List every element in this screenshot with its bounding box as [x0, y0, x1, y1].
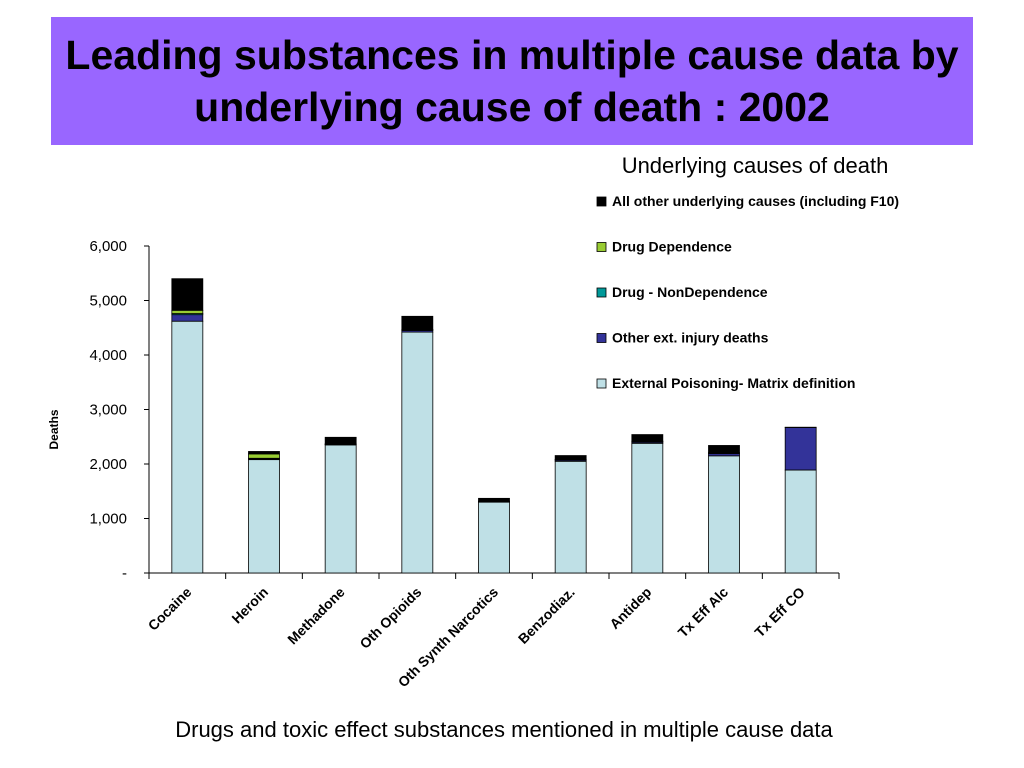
- bar-segment: [708, 455, 740, 574]
- bar-segment: [324, 436, 357, 445]
- bar-segment: [171, 314, 204, 322]
- y-tick-label: -: [122, 565, 127, 582]
- legend-entry: Drug - NonDependence: [612, 284, 768, 300]
- y-tick-label: 5,000: [89, 293, 127, 310]
- bar-segment: [324, 444, 357, 574]
- bar-segment: [171, 278, 204, 311]
- bar-segment: [784, 469, 817, 574]
- bar-segment: [171, 309, 204, 314]
- x-tick-label: Tx Eff CO: [751, 584, 807, 640]
- y-axis-title: Deaths: [47, 409, 61, 449]
- bar-segment: [478, 501, 510, 574]
- legend-entry: Other ext. injury deaths: [612, 330, 769, 346]
- slide-title: Leading substances in multiple cause dat…: [65, 32, 959, 130]
- y-tick-label: 2,000: [89, 456, 127, 473]
- legend-heading: Underlying causes of death: [621, 153, 889, 178]
- legend-entry: All other underlying causes (including F…: [612, 193, 899, 209]
- legend-swatch: [596, 333, 607, 343]
- bars: [171, 278, 817, 574]
- title-banner: Leading substances in multiple cause dat…: [51, 17, 973, 145]
- bar-segment: [248, 453, 280, 459]
- bar-segment: [171, 320, 204, 574]
- bar-segment: [248, 451, 280, 455]
- y-tick-label: 6,000: [89, 238, 127, 255]
- legend-entry: External Poisoning- Matrix definition: [612, 375, 855, 391]
- x-tick-label: Tx Eff Alc: [675, 584, 732, 641]
- bar-segment: [631, 442, 664, 574]
- x-tick-label: Cocaine: [145, 584, 195, 634]
- bar-segment: [708, 445, 740, 453]
- y-tick-label: 3,000: [89, 402, 127, 419]
- bar-segment: [478, 497, 510, 502]
- x-tick-label: Methadone: [284, 584, 348, 648]
- bar-segment: [631, 434, 664, 442]
- footer-caption: Drugs and toxic effect substances mentio…: [175, 717, 833, 742]
- legend-entry: Drug Dependence: [612, 239, 732, 255]
- bar-segment: [784, 427, 817, 471]
- x-tick-label: Benzodiaz.: [515, 584, 578, 647]
- legend-swatch: [596, 242, 607, 252]
- x-tick-label: Oth Opioids: [356, 584, 424, 652]
- bar-segment: [248, 459, 280, 574]
- legend-swatch: [596, 378, 607, 389]
- y-tick-label: 1,000: [89, 511, 127, 528]
- x-tick-label: Heroin: [228, 584, 271, 627]
- y-tick-label: 4,000: [89, 347, 127, 364]
- legend-swatch: [596, 287, 607, 298]
- legend: All other underlying causes (including F…: [596, 193, 899, 391]
- x-tick-label: Antidep: [606, 584, 654, 632]
- bar-segment: [554, 460, 587, 574]
- bar-segment: [401, 315, 434, 330]
- bar-segment: [554, 455, 587, 460]
- bar-segment: [401, 331, 434, 574]
- legend-swatch: [596, 196, 607, 207]
